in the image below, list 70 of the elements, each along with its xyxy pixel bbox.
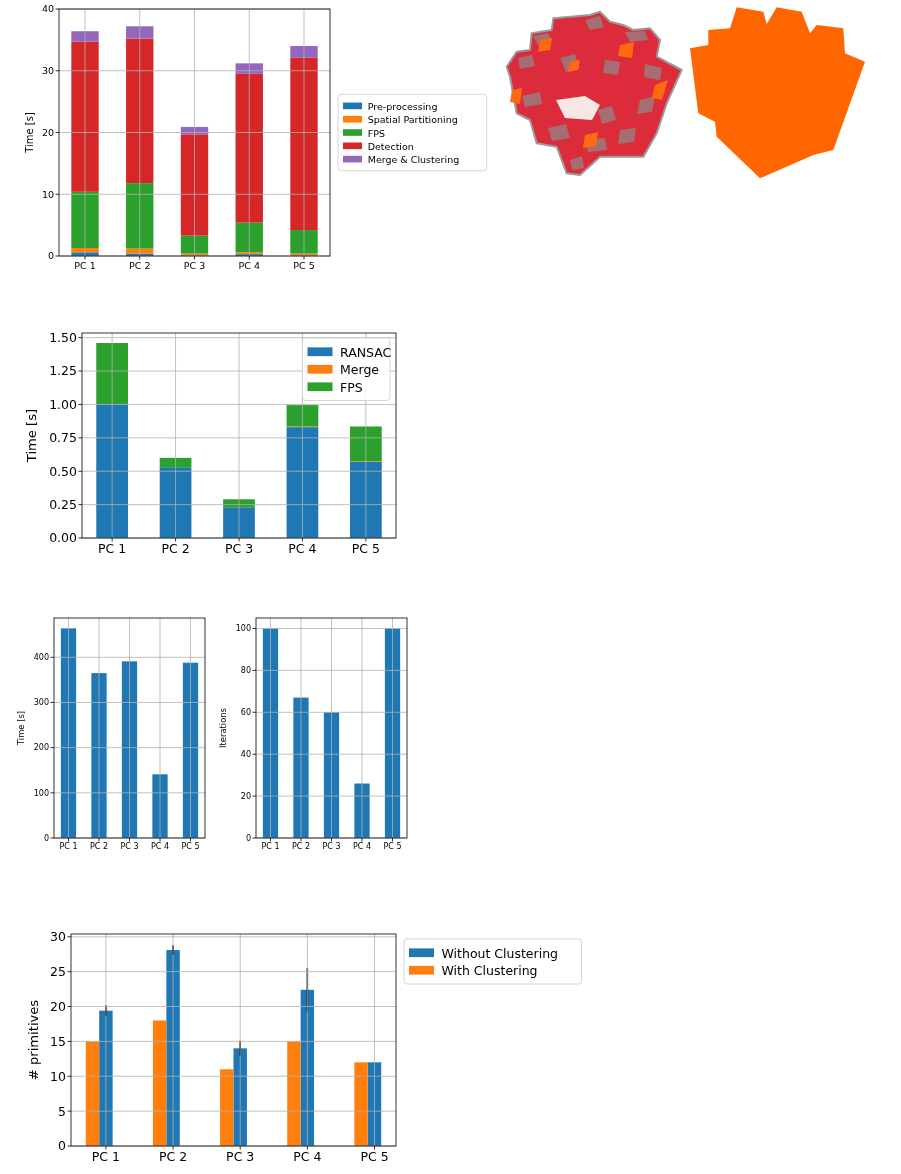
- legend-label: Pre-processing: [367, 100, 438, 112]
- y-tick-label: 0.00: [49, 530, 78, 546]
- x-tick-label: PC 1: [91, 1149, 121, 1164]
- y-axis-title: # primitives: [26, 999, 41, 1081]
- y-tick-label: 1.25: [49, 363, 77, 379]
- x-tick-label: PC 4: [288, 541, 317, 556]
- y-tick-label: 25: [50, 964, 66, 980]
- y-axis-title: Time [s]: [24, 408, 39, 464]
- legend-label: Without Clustering: [441, 945, 559, 961]
- x-tick-label: PC 3: [183, 259, 206, 271]
- x-tick-label: PC 2: [158, 1149, 188, 1164]
- y-tick-label: 1.00: [49, 396, 78, 412]
- y-tick-label: 15: [50, 1033, 66, 1049]
- y-tick-label: 0: [58, 1138, 67, 1154]
- y-tick-label: 0: [43, 833, 49, 843]
- y-tick-label: 30: [50, 929, 67, 945]
- y-tick-label: 10: [41, 188, 54, 200]
- x-tick-label: PC 5: [383, 842, 402, 852]
- x-tick-label: PC 2: [129, 259, 151, 271]
- x-tick-label: PC 2: [89, 842, 109, 852]
- y-tick-label: 0.75: [49, 430, 77, 446]
- x-tick-label: PC 2: [161, 541, 190, 556]
- y-axis-title: Time [s]: [16, 710, 26, 747]
- y-tick-label: 5: [58, 1103, 66, 1119]
- y-tick-label: 80: [240, 666, 251, 676]
- y-axis-title: Iterations: [218, 708, 228, 748]
- y-tick-label: 0.50: [49, 463, 78, 479]
- legend-label: FPS: [340, 379, 363, 395]
- x-tick-label: PC 3: [322, 842, 341, 852]
- legend-label: RANSAC: [340, 344, 392, 360]
- y-tick-label: 0.25: [49, 496, 77, 512]
- x-tick-label: PC 1: [98, 541, 127, 556]
- legend-label: Merge & Clustering: [367, 153, 460, 165]
- x-tick-label: PC 5: [293, 259, 315, 271]
- x-tick-label: PC 4: [150, 842, 170, 852]
- x-tick-label: PC 3: [224, 541, 254, 556]
- x-tick-label: PC 1: [59, 842, 78, 852]
- x-tick-label: PC 4: [293, 1149, 322, 1164]
- x-tick-label: PC 4: [238, 259, 260, 271]
- y-tick-label: 100: [33, 788, 49, 798]
- y-tick-label: 1.50: [49, 330, 78, 346]
- y-tick-label: 40: [240, 749, 251, 759]
- y-tick-label: 400: [33, 653, 49, 663]
- y-axis-title: Time [s]: [24, 112, 35, 154]
- x-tick-label: PC 1: [74, 259, 96, 271]
- y-tick-label: 20: [240, 791, 251, 801]
- y-tick-label: 60: [240, 708, 251, 718]
- legend-label: FPS: [367, 127, 385, 138]
- x-tick-label: PC 4: [352, 842, 372, 852]
- y-tick-label: 20: [41, 126, 54, 138]
- x-tick-label: PC 5: [351, 541, 380, 556]
- y-tick-label: 20: [50, 998, 67, 1014]
- legend-label: With Clustering: [441, 962, 538, 978]
- x-tick-label: PC 3: [226, 1149, 255, 1164]
- x-tick-label: PC 5: [181, 842, 200, 852]
- x-tick-label: PC 5: [360, 1149, 389, 1164]
- y-tick-label: 40: [41, 3, 54, 15]
- y-tick-label: 0: [47, 250, 54, 262]
- x-tick-label: PC 1: [261, 842, 280, 852]
- y-tick-label: 10: [50, 1068, 67, 1084]
- legend-label: Merge: [340, 361, 380, 377]
- y-tick-label: 100: [235, 624, 251, 634]
- x-tick-label: PC 2: [291, 842, 311, 852]
- y-tick-label: 30: [41, 65, 54, 77]
- y-tick-label: 300: [33, 698, 49, 708]
- legend-label: Detection: [367, 140, 414, 152]
- legend-label: Spatial Partitioning: [367, 113, 458, 125]
- x-tick-label: PC 3: [120, 842, 139, 852]
- y-tick-label: 0: [245, 833, 251, 843]
- y-tick-label: 200: [33, 743, 49, 753]
